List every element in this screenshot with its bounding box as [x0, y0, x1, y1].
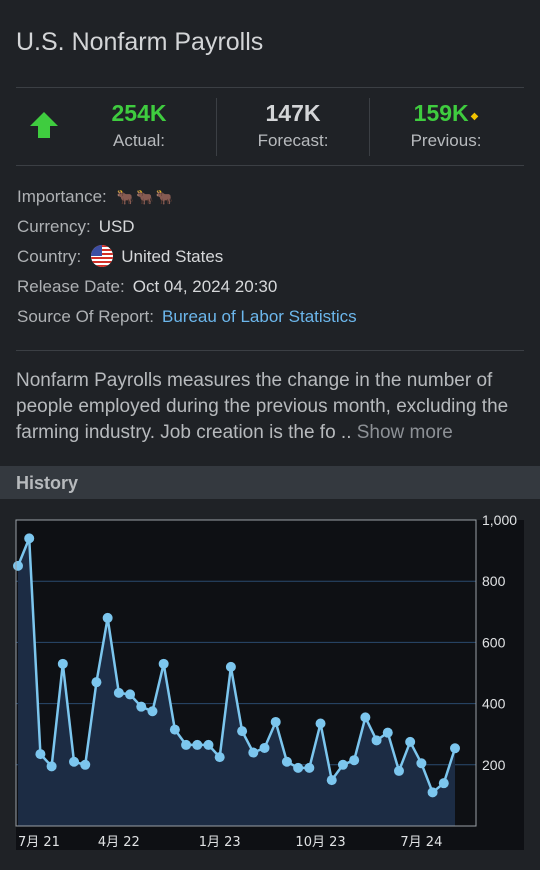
page-title: U.S. Nonfarm Payrolls [16, 28, 264, 56]
data-point[interactable] [169, 724, 180, 735]
previous-value: 159K ◆ [398, 98, 494, 128]
description-text: Nonfarm Payrolls measures the change in … [16, 370, 509, 443]
data-point[interactable] [337, 759, 348, 770]
importance-row: Importance: 🐂🐂🐂 [17, 186, 175, 208]
data-point[interactable] [416, 758, 427, 769]
forecast-stat: 147K Forecast: [244, 98, 342, 154]
forecast-label: Forecast: [257, 131, 329, 150]
actual-stat: 254K Actual: [94, 98, 184, 154]
currency-value: USD [98, 217, 135, 236]
data-point[interactable] [136, 701, 147, 712]
source-label: Source Of Report: [17, 307, 155, 326]
data-point[interactable] [438, 778, 449, 789]
series-area [18, 538, 455, 826]
data-point[interactable] [57, 658, 68, 669]
data-point[interactable] [293, 762, 304, 773]
release-label: Release Date: [17, 277, 125, 296]
data-point[interactable] [315, 718, 326, 729]
show-more-link[interactable]: Show more [356, 422, 453, 443]
data-point[interactable] [259, 742, 270, 753]
forecast-value: 147K [265, 100, 321, 126]
data-point[interactable] [13, 560, 23, 571]
data-point[interactable] [46, 761, 57, 772]
data-point[interactable] [203, 739, 214, 750]
x-tick-label: 7月 21 [18, 835, 60, 850]
data-point[interactable] [35, 749, 46, 760]
data-point[interactable] [102, 612, 113, 623]
x-tick-label: 7月 24 [400, 835, 442, 850]
divider [16, 165, 524, 166]
history-chart[interactable]: 200 400 600 800 1,000 7月 21 4月 22 1月 23 10月 23 7… [0, 512, 540, 858]
data-point[interactable] [69, 756, 80, 767]
importance-label: Importance: [17, 187, 107, 206]
currency-label: Currency: [17, 217, 91, 236]
release-row: Release Date: Oct 04, 2024 20:30 [17, 276, 277, 298]
history-label: History [16, 473, 79, 493]
x-tick-label: 10月 23 [295, 835, 345, 850]
y-tick-label: 1,000 [482, 512, 517, 528]
data-point[interactable] [125, 689, 136, 700]
data-point[interactable] [158, 658, 169, 669]
release-value: Oct 04, 2024 20:30 [132, 277, 278, 296]
y-tick-label: 600 [482, 634, 506, 650]
data-point[interactable] [237, 726, 248, 737]
data-point[interactable] [427, 787, 438, 798]
data-point[interactable] [225, 661, 236, 672]
actual-label: Actual: [113, 131, 165, 150]
y-tick-label: 200 [482, 757, 506, 773]
data-point[interactable] [214, 752, 225, 763]
currency-row: Currency: USD [17, 216, 135, 238]
country-value: United States [121, 247, 224, 266]
x-tick-label: 4月 22 [98, 835, 140, 850]
description: Nonfarm Payrolls measures the change in … [16, 368, 526, 446]
data-point[interactable] [371, 735, 382, 746]
divider [216, 98, 217, 156]
data-point[interactable] [113, 687, 124, 698]
arrow-up-icon [30, 112, 58, 138]
data-point[interactable] [405, 736, 416, 747]
data-point[interactable] [80, 759, 91, 770]
data-point[interactable] [91, 677, 102, 688]
data-point[interactable] [147, 706, 158, 717]
revised-marker-icon: ◆ [470, 111, 479, 122]
data-point[interactable] [349, 755, 360, 766]
source-link[interactable]: Bureau of Labor Statistics [162, 307, 357, 326]
series-line [16, 537, 457, 795]
data-point[interactable] [270, 716, 281, 727]
data-point[interactable] [450, 743, 460, 754]
divider [369, 98, 370, 156]
data-point[interactable] [360, 712, 371, 723]
history-header: History [0, 466, 540, 499]
data-point[interactable] [382, 727, 393, 738]
country-row: Country: United States [17, 244, 224, 269]
data-point[interactable] [281, 756, 292, 767]
divider [16, 350, 524, 351]
previous-value-text: 159K [413, 100, 469, 126]
divider [16, 87, 524, 88]
bull-icon: 🐂🐂🐂 [116, 189, 176, 205]
stats-panel: 254K Actual: 147K Forecast: 159K ◆ Previo… [16, 88, 524, 165]
data-point[interactable] [393, 765, 404, 776]
data-point[interactable] [326, 775, 337, 786]
y-tick-label: 800 [482, 573, 506, 589]
plot-frame [15, 519, 477, 827]
data-point[interactable] [192, 739, 203, 750]
y-tick-label: 400 [482, 696, 506, 712]
data-point[interactable] [248, 747, 259, 758]
data-point[interactable] [24, 533, 35, 544]
x-tick-label: 1月 23 [199, 835, 241, 850]
previous-stat: 159K ◆ Previous: [398, 98, 494, 154]
data-point[interactable] [181, 739, 192, 750]
data-point[interactable] [304, 762, 315, 773]
source-row: Source Of Report: Bureau of Labor Statist… [17, 306, 357, 328]
us-flag-icon [91, 244, 114, 267]
country-label: Country: [17, 247, 82, 266]
previous-label: Previous: [410, 131, 482, 150]
actual-value: 254K [111, 100, 167, 126]
